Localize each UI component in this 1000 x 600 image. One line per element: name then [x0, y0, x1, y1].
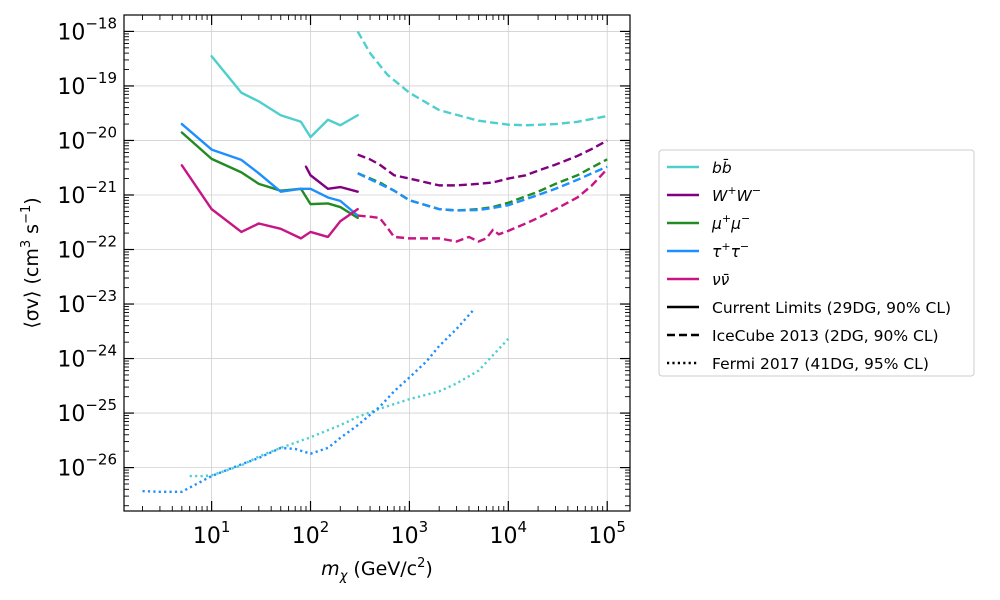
- series-tautau-fermi: [142, 308, 475, 493]
- x-tick-label-1: 102: [292, 518, 330, 549]
- legend-frame: [658, 149, 975, 377]
- x-tick-label-4: 105: [588, 518, 626, 549]
- series-layer: [142, 30, 609, 493]
- y-tick-label-3: 10−23: [57, 287, 117, 318]
- y-tick-label-4: 10−22: [57, 233, 117, 264]
- series-bb-fermi: [189, 338, 510, 478]
- x-tick-label-0: 101: [193, 518, 231, 549]
- series-tautau-current: [180, 122, 359, 217]
- legend-label-mumu: μ+μ−: [711, 212, 750, 233]
- y-tick-label-1: 10−25: [57, 396, 117, 427]
- plot-area: [124, 15, 630, 511]
- legend-label-icecube: IceCube 2013 (2DG, 90% CL): [712, 327, 939, 345]
- legend-label-current: Current Limits (29DG, 90% CL): [712, 299, 951, 317]
- legend-label-nunu: νν̄: [712, 271, 730, 289]
- y-tick-label-5: 10−21: [57, 178, 117, 209]
- grid: [124, 15, 630, 511]
- y-tick-label-8: 10−18: [57, 14, 117, 45]
- series-bb-icecube: [356, 30, 608, 127]
- x-tick-label-2: 103: [391, 518, 429, 549]
- tick-labels: 101 102 103 104 105 10−26 10−25 10−24 10−23 10−22…: [57, 14, 626, 549]
- series-ww-icecube: [357, 139, 608, 187]
- series-tautau-icecube: [357, 165, 608, 212]
- legend: bb̄ W+W− μ+μ− τ+τ− νν̄ Current Limits (29DG, …: [658, 149, 975, 377]
- series-bb-current: [210, 55, 359, 139]
- plot-frame: [123, 14, 631, 512]
- y-tick-label-7: 10−19: [57, 69, 117, 100]
- y-tick-label-0: 10−26: [57, 451, 117, 482]
- axis-ticks: [124, 14, 630, 511]
- x-axis-label: mχ (GeV/c2): [321, 556, 433, 584]
- series-nunu-icecube: [357, 168, 609, 243]
- legend-label-fermi: Fermi 2017 (41DG, 95% CL): [712, 355, 929, 373]
- x-tick-label-3: 104: [490, 518, 528, 549]
- series-ww-current: [304, 165, 359, 193]
- y-tick-label-2: 10−24: [57, 342, 117, 373]
- legend-label-ww: W+W−: [712, 184, 761, 205]
- legend-label-tautau: τ+τ−: [712, 240, 749, 261]
- series-nunu-current: [180, 164, 359, 240]
- y-tick-label-6: 10−20: [57, 123, 117, 154]
- legend-label-bb: bb̄: [712, 158, 732, 177]
- y-axis-label: ⟨σv⟩ (cm3 s−1): [19, 197, 43, 328]
